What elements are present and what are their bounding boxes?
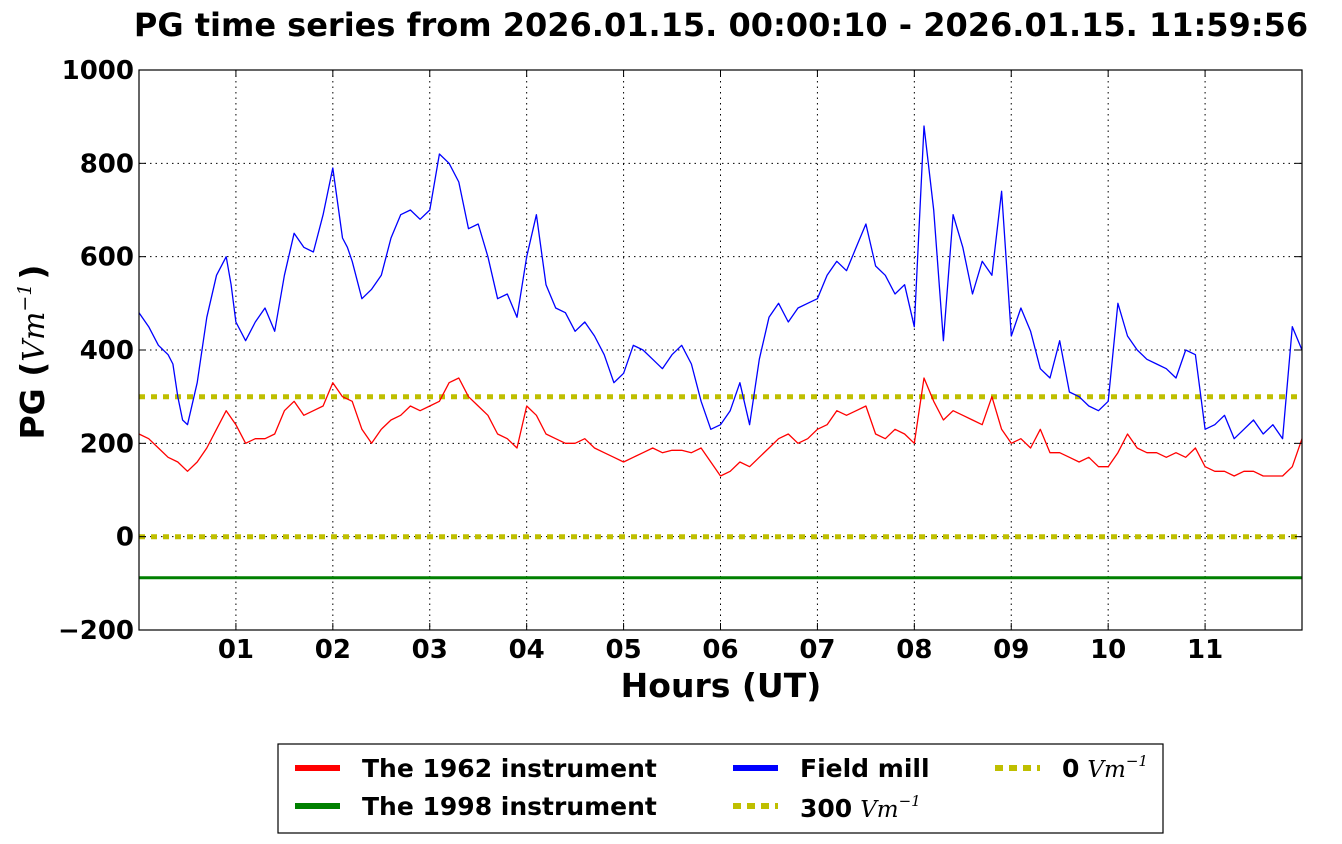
series-line-the-1962-instrument [138, 377, 1303, 477]
legend-label-300: 300 Vm−1 [800, 792, 921, 823]
y-axis-label-suffix: ) [13, 264, 52, 279]
x-tick-label-04: 04 [509, 635, 545, 665]
legend-label-300-value: 300 [800, 794, 852, 823]
legend-label-300-exp: −1 [899, 792, 921, 810]
y-tick-label-200: 200 [80, 429, 134, 459]
legend-label-0-value: 0 [1062, 754, 1079, 783]
y-tick-label-400: 400 [80, 336, 134, 366]
x-tick-label-09: 09 [993, 635, 1029, 665]
legend: The 1962 instrument The 1998 instrument … [277, 743, 1164, 834]
legend-label-1962: The 1962 instrument [362, 754, 657, 783]
x-tick-label-08: 08 [896, 635, 932, 665]
series-lines [138, 125, 1303, 580]
y-axis-label-exponent: −1 [14, 284, 36, 312]
x-tick-label-07: 07 [799, 635, 835, 665]
y-axis-label-unit: Vm [17, 312, 52, 362]
legend-label-0-exp: −1 [1126, 752, 1148, 770]
legend-box [277, 743, 1164, 834]
y-axis-label: PG (Vm−1) [13, 264, 52, 439]
y-tick-label-0: 0 [116, 523, 134, 553]
x-tick-label-01: 01 [218, 635, 254, 665]
legend-label-300-unit: Vm [860, 797, 898, 823]
legend-label-field-mill: Field mill [800, 754, 930, 783]
x-tick-label-10: 10 [1090, 635, 1126, 665]
x-axis-label: Hours (UT) [621, 666, 822, 705]
legend-label-0: 0 Vm−1 [1062, 752, 1148, 783]
y-tick-label-800: 800 [80, 149, 134, 179]
y-tick-label-600: 600 [80, 243, 134, 273]
axis-ticks: 01 02 03 04 05 06 07 08 09 10 11 −200 0 200 400 600 800 1… [58, 56, 1302, 665]
x-tick-label-02: 02 [315, 635, 351, 665]
y-tick-label--200: −200 [58, 616, 134, 646]
x-tick-label-11: 11 [1187, 635, 1223, 665]
legend-label-0-unit: Vm [1087, 757, 1125, 783]
x-tick-label-05: 05 [605, 635, 641, 665]
series-line-field-mill [138, 125, 1303, 440]
x-tick-label-03: 03 [412, 635, 448, 665]
y-tick-label-1000: 1000 [62, 56, 134, 86]
chart-title: PG time series from 2026.01.15. 00:00:10… [134, 6, 1308, 44]
y-axis-label-prefix: PG ( [13, 362, 52, 440]
grid-lines [139, 70, 1302, 630]
legend-label-1998: The 1998 instrument [362, 792, 657, 821]
x-tick-label-06: 06 [702, 635, 738, 665]
